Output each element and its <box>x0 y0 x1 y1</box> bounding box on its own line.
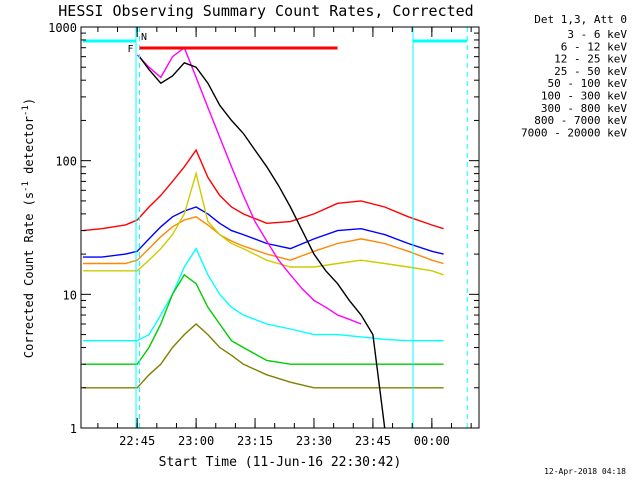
legend-entry-0: 3 - 6 keV <box>567 28 627 41</box>
x-tick-label-0: 22:45 <box>119 434 155 448</box>
legend-entry-1: 6 - 12 keV <box>561 40 628 53</box>
x-tick-label-4: 23:45 <box>355 434 391 448</box>
series-line-5 <box>82 148 444 232</box>
y-tick-label-0: 1 <box>70 422 77 436</box>
legend-entry-3: 25 - 50 keV <box>554 65 627 78</box>
legend-entry-5: 100 - 300 keV <box>541 90 627 103</box>
flare-label: F <box>128 44 134 55</box>
y-axis-label-end: ) <box>22 98 36 105</box>
series-line-1 <box>136 46 362 325</box>
plot-layer: NF <box>82 27 468 429</box>
series-line-4 <box>83 170 444 276</box>
series-line-6 <box>83 206 444 258</box>
y-tick-label-1: 10 <box>63 288 77 302</box>
x-tick-label-2: 23:15 <box>237 434 273 448</box>
night-label: N <box>141 32 147 43</box>
series-line-0 <box>138 56 386 429</box>
legend-entry-8: 7000 - 20000 keV <box>521 126 627 139</box>
legend-entry-2: 12 - 25 keV <box>554 53 627 66</box>
series-line-8 <box>83 323 444 389</box>
y-axis-label-sup1: -1 <box>21 181 31 192</box>
y-axis-label-main: Corrected Count Rate (s <box>22 192 36 358</box>
series-line-7 <box>83 216 444 265</box>
series-line-2 <box>83 273 444 365</box>
y-tick-label-3: 1000 <box>48 21 77 35</box>
chart-title: HESSI Observing Summary Count Rates, Cor… <box>58 2 473 20</box>
legend-entry-4: 50 - 100 keV <box>548 77 628 90</box>
x-tick-label-3: 23:30 <box>296 434 332 448</box>
series-line-3 <box>83 247 444 342</box>
y-axis-label: Corrected Count Rate (s-1 detector-1) <box>21 98 36 358</box>
y-tick-label-2: 100 <box>55 155 77 169</box>
x-tick-label-1: 23:00 <box>178 434 214 448</box>
legend-entry-7: 800 - 7000 keV <box>534 114 627 127</box>
x-tick-label-5: 00:00 <box>414 434 450 448</box>
x-axis-label: Start Time (11-Jun-16 22:30:42) <box>159 455 402 470</box>
legend-header: Det 1,3, Att 0 <box>534 13 627 26</box>
legend-entry-6: 300 - 800 keV <box>541 102 627 115</box>
plot-frame <box>80 26 480 429</box>
axis-layer: 1 10 100 1000 22:45 23:00 23:15 23:30 23:45 00:00 <box>48 21 479 448</box>
y-axis-label-mid: detector <box>22 116 36 181</box>
y-axis-label-sup2: -1 <box>21 105 31 116</box>
footer-timestamp: 12-Apr-2018 04:18 <box>544 467 626 476</box>
